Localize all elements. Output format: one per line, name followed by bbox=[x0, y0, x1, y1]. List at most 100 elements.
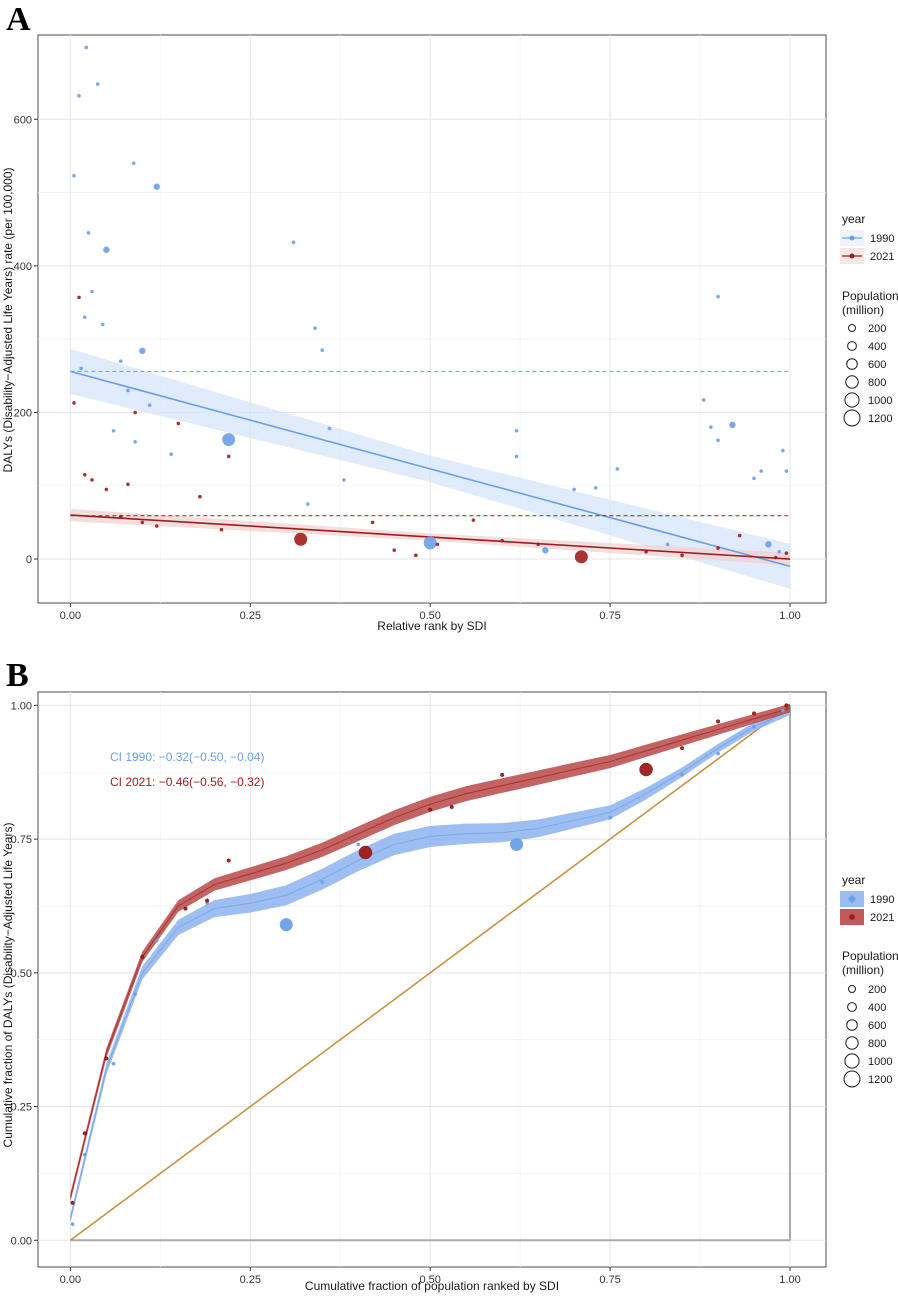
panel-a-point-2021 bbox=[90, 478, 94, 482]
panel-b-point-2021 bbox=[639, 762, 653, 777]
legend-b-size-title-1: Population bbox=[842, 949, 898, 963]
legend-a-size-key-label: 1000 bbox=[868, 395, 892, 407]
legend-b-size-key-label: 200 bbox=[868, 984, 886, 996]
panel-b-point-2021 bbox=[82, 1131, 87, 1136]
panel-a-point-1990 bbox=[514, 454, 519, 459]
panel-b-point-2021 bbox=[449, 804, 454, 810]
panel-a-x-tick-label: 0.75 bbox=[599, 610, 620, 622]
panel-a-point-1990 bbox=[153, 183, 160, 190]
panel-a-point-2021 bbox=[471, 518, 476, 522]
panel-a-point-2021 bbox=[198, 494, 202, 499]
panel-b-point-2021 bbox=[205, 898, 210, 903]
panel-a-legend: year 1990 2021 Population (million) 200 4… bbox=[840, 212, 898, 427]
panel-a-point-2021 bbox=[118, 514, 123, 519]
panel-b-point-1990 bbox=[356, 842, 361, 847]
panel-a-point-1990 bbox=[306, 502, 310, 506]
panel-a-x-tick-label: 0.00 bbox=[60, 610, 81, 622]
panel-b-point-2021 bbox=[751, 711, 757, 716]
panel-b-point-1990 bbox=[111, 1061, 116, 1066]
panel-a-point-1990 bbox=[784, 469, 789, 473]
panel-a-point-2021 bbox=[294, 532, 308, 546]
panel-b-point-1990 bbox=[680, 773, 684, 777]
panel-a-point-1990 bbox=[82, 315, 87, 319]
legend-a-2021-label: 2021 bbox=[870, 251, 894, 263]
panel-a-point-1990 bbox=[313, 326, 317, 330]
legend-a-1990-key-dot bbox=[849, 235, 855, 241]
panel-a-point-1990 bbox=[95, 82, 100, 86]
panel-b-y-tick-label: 0.00 bbox=[11, 1235, 32, 1247]
panel-a-point-2021 bbox=[414, 553, 418, 558]
legend-a-size-key-label: 800 bbox=[868, 377, 886, 389]
panel-a-point-1990 bbox=[593, 486, 598, 490]
panel-a-point-2021 bbox=[82, 472, 87, 477]
panel-a-point-1990 bbox=[100, 322, 105, 327]
panel-a-point-1990 bbox=[701, 398, 706, 402]
panel-a-point-1990 bbox=[514, 428, 519, 433]
panel-a-point-1990 bbox=[118, 359, 123, 363]
panel-b-point-2021 bbox=[784, 703, 789, 708]
panel-a-point-1990 bbox=[79, 366, 83, 371]
panel-a-point-1990 bbox=[103, 246, 110, 253]
panel-a-point-1990 bbox=[777, 549, 782, 554]
panel-b-y-tick-label: 0.25 bbox=[11, 1102, 32, 1114]
panel-b-point-1990 bbox=[781, 708, 785, 713]
legend-a-size-key-circle bbox=[847, 341, 857, 351]
panel-a-regression-line-1990 bbox=[70, 370, 791, 568]
legend-a-2021-key-dot bbox=[849, 253, 855, 259]
panel-a-point-2021 bbox=[77, 295, 81, 300]
panel-b: B 0.00 0.25 0.50 0.75 1.00 0.00 0.25 0.50 0.75 1.… bbox=[1, 657, 898, 1293]
panel-a-point-1990 bbox=[752, 476, 756, 481]
panel-b-legend: year 1990 2021 Population (million) 200 4… bbox=[840, 873, 898, 1088]
panel-a-point-1990 bbox=[169, 452, 173, 457]
panel-a-point-2021 bbox=[773, 555, 778, 560]
panel-b-point-2021 bbox=[680, 746, 685, 751]
legend-b-1990-label: 1990 bbox=[870, 894, 894, 906]
legend-b-size-title-2: (million) bbox=[842, 963, 884, 977]
legend-b-size-key-circle bbox=[844, 1053, 860, 1069]
panel-a-point-1990 bbox=[77, 94, 81, 98]
panel-a-point-1990 bbox=[126, 388, 130, 393]
panel-a-point-1990 bbox=[729, 421, 736, 429]
panel-a-x-tick-label: 0.50 bbox=[419, 610, 440, 622]
legend-a-size-key-label: 200 bbox=[868, 323, 886, 335]
legend-b-1990-key-diamond bbox=[847, 894, 857, 904]
panel-b-ci-1990: CI 1990: −0.32(−0.50, −0.04) bbox=[110, 750, 264, 764]
panel-a-point-1990 bbox=[291, 240, 296, 245]
panel-a-x-axis-label: Relative rank by SDI bbox=[377, 619, 486, 633]
panel-a-plot-frame bbox=[37, 34, 827, 604]
panel-a-point-1990 bbox=[423, 536, 437, 550]
panel-a-point-2021 bbox=[574, 550, 588, 564]
panel-b-ticks: 0.00 0.25 0.50 0.75 1.00 0.00 0.25 0.50 0.75 1.00 bbox=[11, 700, 801, 1286]
panel-a-point-1990 bbox=[147, 403, 152, 407]
panel-b-x-tick-label: 1.00 bbox=[779, 1274, 800, 1286]
legend-b-size-key-circle bbox=[848, 985, 856, 993]
panel-a-point-1990 bbox=[327, 426, 332, 431]
panel-a-point-2021 bbox=[226, 454, 231, 459]
legend-b-size-key-label: 1200 bbox=[868, 1074, 892, 1086]
panel-b-point-1990 bbox=[279, 918, 293, 932]
panel-b-y-axis-label: Cumulative fraction of DALYs (Disability… bbox=[1, 823, 15, 1148]
panel-a-y-tick-label: 400 bbox=[14, 261, 32, 273]
panel-a-point-1990 bbox=[759, 469, 764, 473]
legend-a-1990-label: 1990 bbox=[870, 233, 894, 245]
legend-b-size-key-label: 600 bbox=[868, 1020, 886, 1032]
panel-b-y-tick-label: 0.50 bbox=[11, 968, 32, 980]
panel-a-point-1990 bbox=[665, 542, 670, 547]
panel-a-point-1990 bbox=[90, 289, 94, 294]
panel-a-point-2021 bbox=[126, 482, 130, 487]
legend-a-size-key-circle bbox=[844, 392, 860, 408]
panel-b-point-1990 bbox=[82, 1152, 87, 1157]
legend-b-size-keys: 200 400 600 800 1000 1200 bbox=[843, 984, 892, 1088]
panel-a-point-2021 bbox=[716, 546, 720, 550]
panel-a-point-1990 bbox=[86, 231, 91, 235]
panel-a-point-2021 bbox=[370, 520, 375, 525]
legend-b-size-key-label: 800 bbox=[868, 1038, 886, 1050]
panel-b-point-1990 bbox=[70, 1222, 75, 1227]
panel-a-point-2021 bbox=[536, 542, 540, 547]
panel-b-point-2021 bbox=[358, 845, 373, 860]
panel-a-points bbox=[72, 45, 789, 564]
panel-b-x-tick-label: 0.00 bbox=[60, 1274, 81, 1286]
panel-a-point-2021 bbox=[500, 538, 504, 543]
legend-b-size-key-circle bbox=[843, 1070, 861, 1088]
